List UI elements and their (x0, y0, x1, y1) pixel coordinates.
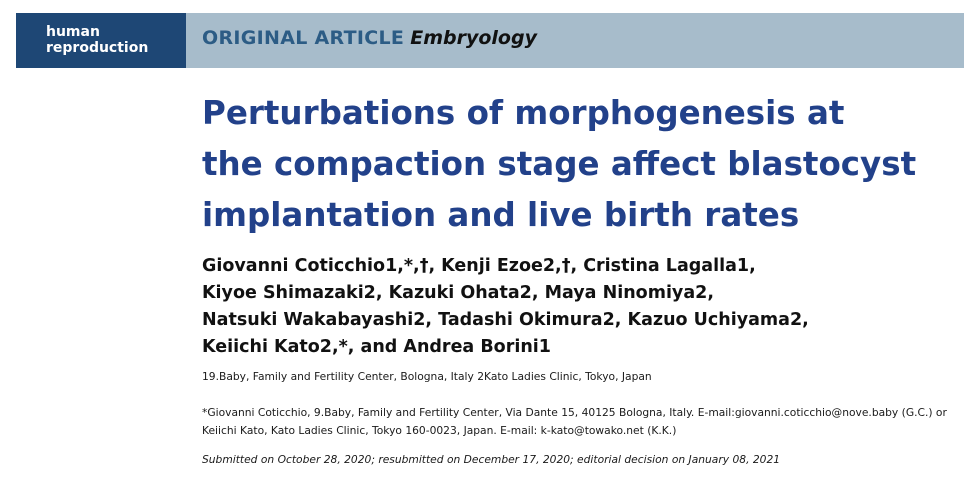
title-line: Perturbations of morphogenesis at (202, 94, 845, 132)
title-line: the compaction stage affect blastocyst (202, 145, 917, 183)
correspondence: *Giovanni Coticchio, 9.Baby, Family and … (202, 404, 947, 440)
author-line: Natsuki Wakabayashi2, Tadashi Okimura2, … (202, 310, 809, 330)
journal-name-line-2: reproduction (46, 40, 149, 56)
correspondence-line: *Giovanni Coticchio, 9.Baby, Family and … (202, 406, 947, 419)
author-line: Keiichi Kato2,*, and Andrea Borini1 (202, 337, 551, 357)
affiliations: 19.Baby, Family and Fertility Center, Bo… (202, 370, 652, 383)
journal-header-bar: human reproduction ORIGINAL ARTICLE Embr… (16, 13, 964, 68)
author-line: Kiyoe Shimazaki2, Kazuki Ohata2, Maya Ni… (202, 283, 714, 303)
journal-logo: human reproduction (16, 13, 186, 68)
author-list: Giovanni Coticchio1,*,†, Kenji Ezoe2,†, … (202, 253, 809, 361)
title-line: implantation and live birth rates (202, 196, 800, 234)
article-kind: ORIGINAL ARTICLE (202, 27, 405, 49)
journal-name-line-1: human (46, 24, 100, 40)
article-type-label: ORIGINAL ARTICLE Embryology (202, 26, 537, 50)
author-line: Giovanni Coticchio1,*,†, Kenji Ezoe2,†, … (202, 256, 756, 276)
submission-dates: Submitted on October 28, 2020; resubmitt… (202, 453, 781, 466)
article-title: Perturbations of morphogenesis at the co… (202, 88, 972, 241)
correspondence-line: Keiichi Kato, Kato Ladies Clinic, Tokyo … (202, 424, 677, 437)
article-section: Embryology (410, 27, 537, 49)
